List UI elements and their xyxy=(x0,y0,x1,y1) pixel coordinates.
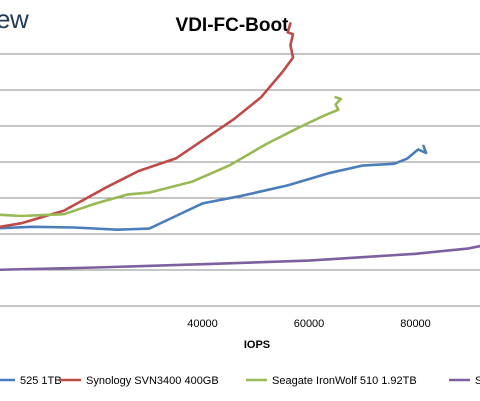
legend-label: Seagate IronWolf 510 1.92TB xyxy=(272,375,417,387)
legend-label: 525 1TB xyxy=(20,375,62,387)
x-tick-label: 80000 xyxy=(400,318,431,330)
series-line-3 xyxy=(0,95,343,218)
x-tick-label: 60000 xyxy=(294,318,325,330)
gridlines xyxy=(0,53,480,307)
legend: 525 1TB Synology SVN3400 400GB Seagate Iro… xyxy=(0,375,480,387)
x-axis-label: IOPS xyxy=(244,339,270,351)
legend-label: S xyxy=(475,375,480,387)
legend-label: Synology SVN3400 400GB xyxy=(86,375,219,387)
series-line-2 xyxy=(0,22,295,229)
x-tick-labels: 0400006000080000100000 xyxy=(187,318,431,330)
series-layer xyxy=(0,22,480,272)
series-line-1 xyxy=(0,144,428,231)
x-tick-label: 40000 xyxy=(187,318,218,330)
chart-title: VDI-FC-Boot xyxy=(176,15,290,36)
series-line-4 xyxy=(0,244,480,272)
brand-logo-text: ew xyxy=(0,4,29,34)
